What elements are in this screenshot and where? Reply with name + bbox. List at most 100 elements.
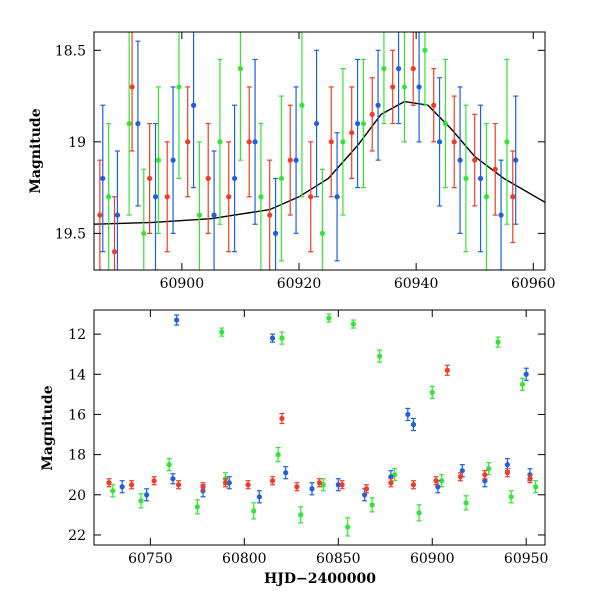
top-blue-marker [498,212,504,218]
top-blue-point [334,132,340,262]
bottom-red-point [151,476,157,486]
top-green-point [106,122,112,270]
top-green-point [401,32,408,143]
bottom-ytick-label: 22 [68,528,86,544]
top-red-point [390,49,396,125]
bottom-blue-point [309,482,315,496]
bottom-green-marker [429,389,435,395]
bottom-panel: 60750 60800 60850 60900 60950 12 14 16 18 20 22 Ma… [40,309,548,587]
top-green-marker [278,175,285,182]
bottom-red-point [457,472,464,482]
top-red-marker [510,194,516,200]
bottom-red-marker [175,482,182,488]
top-green-marker [141,230,147,236]
bottom-blue-point [119,480,125,494]
bottom-red-marker [151,478,157,484]
bottom-green-point [298,506,304,524]
bottom-green-point [275,446,281,463]
top-green-marker [258,194,264,200]
top-red-point [164,141,170,253]
bottom-green-marker [275,452,281,458]
bottom-blue-marker [523,371,529,377]
bottom-blue-marker [269,335,276,341]
bottom-red-point [294,482,300,492]
bottom-ytick-label: 12 [68,327,86,343]
top-green-point [155,86,162,234]
bottom-green-marker [369,502,375,508]
bottom-green-marker [219,329,225,335]
top-red-marker [267,212,273,218]
bottom-red-point [433,476,439,486]
top-blue-point [395,32,402,125]
bottom-red-marker [200,484,206,490]
bottom-green-point [369,497,375,513]
top-ytick-label: 19.5 [55,226,86,242]
top-blue-point [513,95,519,225]
bottom-red-marker [410,482,417,488]
top-green-point [340,68,346,216]
top-plot-area [94,32,545,270]
bottom-blue-point [410,417,417,432]
top-red-marker [287,157,293,163]
top-red-marker [111,249,118,255]
top-red-marker [147,175,153,182]
bottom-ytick-label: 18 [68,448,86,464]
top-green-point [422,32,428,106]
bottom-red-marker [444,367,450,373]
top-green-marker [106,194,112,200]
top-blue-marker [231,175,238,182]
top-y-axis-label: Magnitude [28,108,44,193]
bottom-red-marker [527,476,533,482]
bottom-green-point [486,462,492,476]
bottom-red-point [279,412,285,425]
bottom-green-marker [495,339,501,345]
bottom-green-marker [326,315,332,321]
bottom-red-point [128,480,135,490]
top-green-marker [504,139,510,145]
bottom-green-marker [533,484,539,490]
top-model-curve-layer [94,100,545,225]
bottom-xtick-label: 60750 [128,551,173,567]
bottom-red-point [269,476,276,486]
bottom-blue-marker [410,421,417,428]
top-blue-marker [457,157,463,163]
top-blue-marker [100,175,106,182]
top-ytick-label: 19 [68,135,86,151]
top-green-marker [176,84,182,90]
top-red-point [451,95,457,189]
top-red-marker [129,84,135,90]
top-red-point [267,159,273,270]
top-blue-marker [375,102,381,108]
bottom-green-marker [350,321,356,327]
bottom-blue-marker [388,474,394,480]
bottom-green-point [429,385,435,399]
bottom-green-marker [138,498,144,504]
bottom-blue-marker [226,480,232,486]
top-blue-point [457,86,463,234]
top-blue-marker [293,157,299,163]
top-red-marker [390,84,396,90]
top-red-point [492,122,498,216]
top-red-marker [472,157,478,163]
bottom-green-point [508,490,514,504]
top-xtick-label: 60900 [160,276,205,292]
top-blue-point [272,177,279,270]
top-red-marker [226,194,232,200]
top-blue-marker [477,175,484,182]
bottom-blue-point [144,488,150,502]
bottom-red-point [527,474,533,484]
top-blue-point [114,150,121,270]
bottom-green-point [533,480,539,494]
top-red-point [246,86,252,198]
bottom-blue-point [174,314,180,326]
top-red-marker [246,139,252,145]
bottom-red-point [245,480,251,490]
top-green-point [483,122,490,270]
top-red-marker [492,166,498,172]
bottom-green-point [350,319,356,329]
top-model-curve [94,100,545,225]
bottom-red-marker [363,486,370,492]
top-panel: 60900 60920 60940 60960 18.5 19 19.5 Magnitude [28,31,556,292]
bottom-red-point [200,482,206,492]
top-red-marker [205,175,211,182]
